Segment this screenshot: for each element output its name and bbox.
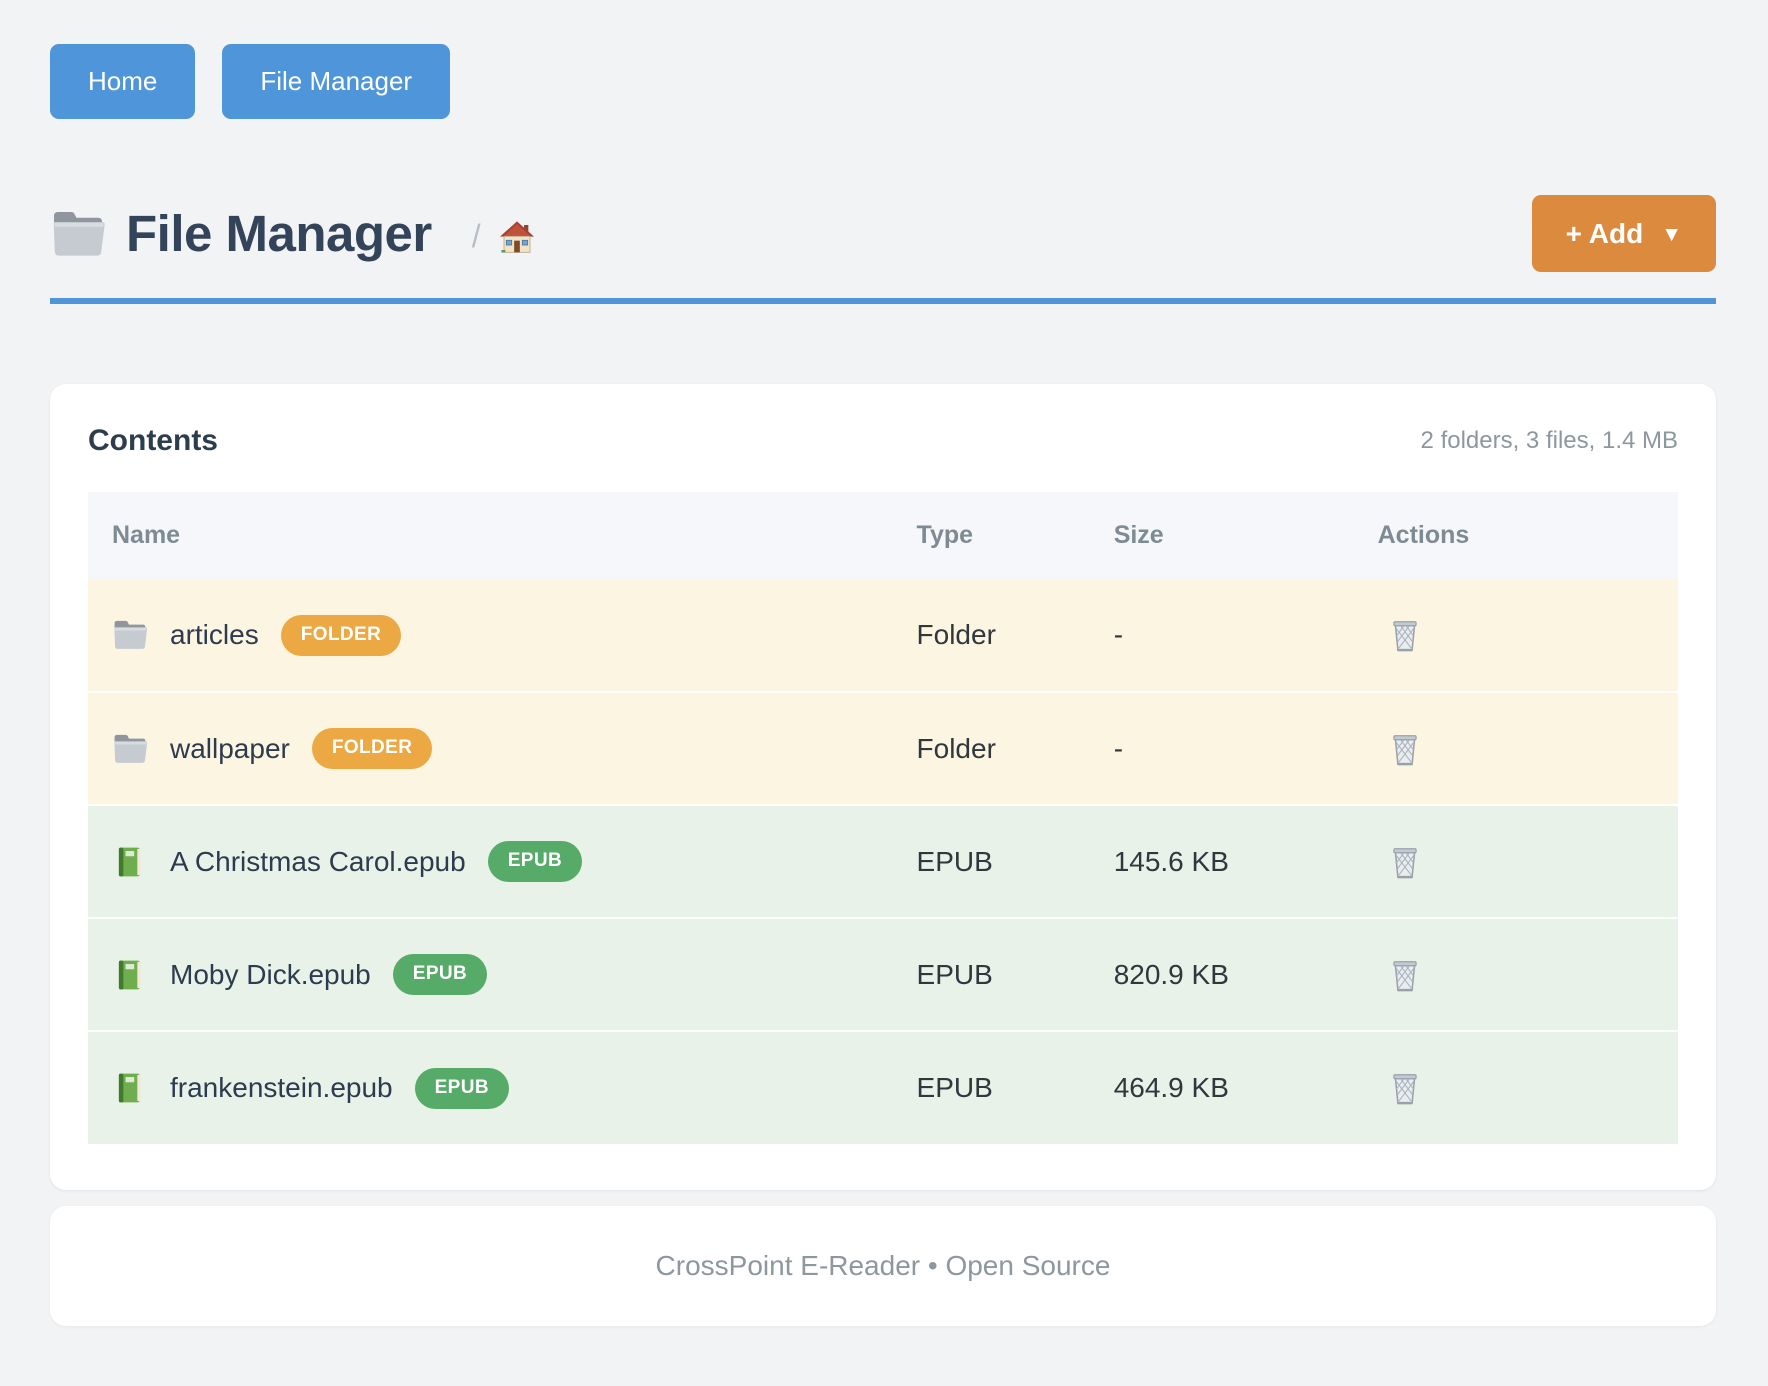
file-name[interactable]: Moby Dick.epub	[170, 958, 371, 990]
contents-card: Contents 2 folders, 3 files, 1.4 MB Name…	[50, 384, 1716, 1190]
delete-button[interactable]	[1382, 725, 1428, 773]
delete-button[interactable]	[1382, 611, 1428, 659]
column-header-actions: Actions	[1353, 492, 1678, 579]
file-name[interactable]: A Christmas Carol.epub	[170, 845, 466, 877]
folder-icon	[114, 620, 148, 649]
table-header-row: Name Type Size Actions	[88, 492, 1678, 579]
column-header-size: Size	[1089, 492, 1354, 579]
header-divider	[50, 298, 1716, 304]
size-cell: -	[1089, 691, 1354, 805]
trash-icon	[1392, 621, 1417, 652]
breadcrumb-separator: /	[471, 218, 481, 254]
type-cell: EPUB	[892, 804, 1090, 918]
table-row-wallpaper[interactable]: wallpaper FOLDER Folder -	[88, 691, 1678, 805]
size-cell: -	[1089, 579, 1354, 692]
size-cell: 820.9 KB	[1089, 917, 1354, 1031]
table-row-frankenstein[interactable]: frankenstein.epub EPUB EPUB 464.9 KB	[88, 1030, 1678, 1144]
type-cell: EPUB	[892, 1030, 1090, 1144]
file-name[interactable]: articles	[170, 619, 259, 650]
table-row-articles[interactable]: articles FOLDER Folder -	[88, 579, 1678, 692]
footer-text: CrossPoint E-Reader • Open Source	[655, 1250, 1111, 1281]
nav-button-file-manager[interactable]: File Manager	[222, 44, 451, 119]
size-cell: 145.6 KB	[1089, 804, 1354, 918]
column-header-name: Name	[88, 492, 893, 579]
trash-icon	[1392, 847, 1417, 878]
contents-card-header: Contents 2 folders, 3 files, 1.4 MB	[88, 424, 1678, 458]
add-button[interactable]: + Add ▼	[1531, 195, 1716, 272]
contents-summary: 2 folders, 3 files, 1.4 MB	[1420, 427, 1678, 454]
footer: CrossPoint E-Reader • Open Source	[50, 1206, 1716, 1326]
add-button-label: + Add	[1565, 217, 1644, 249]
page-title: File Manager	[126, 205, 432, 262]
file-table: Name Type Size Actions articles	[88, 492, 1678, 1144]
trash-icon	[1392, 734, 1417, 765]
epub-badge: EPUB	[487, 841, 583, 882]
table-row-christmas-carol[interactable]: A Christmas Carol.epub EPUB EPUB 145.6 K…	[88, 804, 1678, 918]
epub-badge: EPUB	[392, 954, 488, 995]
delete-button[interactable]	[1382, 1064, 1428, 1112]
nav-button-home[interactable]: Home	[50, 44, 196, 119]
delete-button[interactable]	[1382, 838, 1428, 886]
file-name[interactable]: wallpaper	[170, 732, 290, 764]
house-icon[interactable]	[497, 218, 537, 258]
book-icon	[118, 1073, 141, 1103]
column-header-type: Type	[892, 492, 1090, 579]
delete-button[interactable]	[1382, 951, 1428, 999]
folder-icon	[114, 734, 148, 763]
book-icon	[118, 960, 141, 989]
trash-icon	[1392, 1074, 1417, 1105]
page-header: File Manager / + Add ▼	[50, 195, 1716, 272]
size-cell: 464.9 KB	[1089, 1030, 1354, 1144]
type-cell: EPUB	[892, 917, 1090, 1031]
trash-icon	[1392, 960, 1417, 991]
file-name[interactable]: frankenstein.epub	[170, 1072, 393, 1103]
folder-badge: FOLDER	[280, 614, 402, 656]
chevron-down-icon: ▼	[1661, 223, 1682, 246]
type-cell: Folder	[892, 579, 1090, 692]
folder-badge: FOLDER	[311, 728, 433, 769]
type-cell: Folder	[892, 691, 1090, 805]
folder-icon	[53, 211, 105, 256]
table-row-moby-dick[interactable]: Moby Dick.epub EPUB EPUB 820.9 KB	[88, 917, 1678, 1031]
epub-badge: EPUB	[414, 1067, 509, 1109]
top-nav: Home File Manager	[50, 44, 1716, 119]
page-header-left: File Manager /	[50, 204, 1532, 263]
contents-title: Contents	[88, 424, 218, 457]
book-icon	[118, 847, 141, 876]
